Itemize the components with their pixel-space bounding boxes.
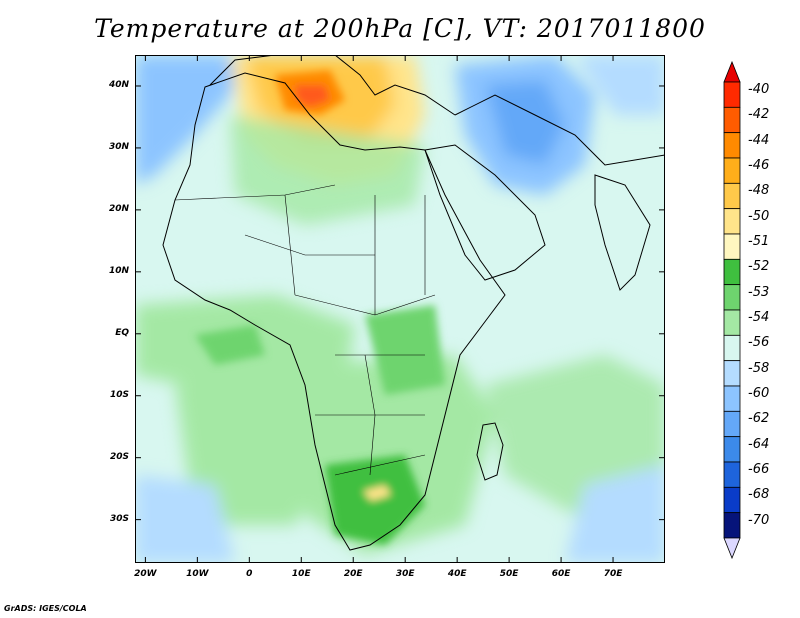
colorbar-label: -60 xyxy=(748,386,770,401)
colorbar-box xyxy=(723,182,741,210)
x-tick-label: 70E xyxy=(603,569,623,579)
colorbar-box xyxy=(723,233,741,260)
map-title: Temperature at 200hPa [C], VT: 201701180… xyxy=(94,14,706,43)
madagascar-coastline xyxy=(476,422,504,481)
colorbar-label: -42 xyxy=(748,107,770,123)
blue-region-south-atlantic xyxy=(135,475,235,563)
colorbar-label: -40 xyxy=(748,82,770,97)
darker-green-congo xyxy=(365,305,445,395)
colorbar-label: -53 xyxy=(748,284,770,300)
x-tick-label: 20E xyxy=(343,569,363,579)
colorbar-label: -62 xyxy=(748,411,770,427)
arabia-coastline xyxy=(424,144,546,281)
colorbar-label: -66 xyxy=(748,462,770,477)
colorbar-label: -46 xyxy=(748,158,770,173)
europe-coastline xyxy=(209,55,456,116)
colorbar-label: -48 xyxy=(748,183,770,199)
colorbar-label: -51 xyxy=(748,234,770,249)
y-tick-label: 30N xyxy=(108,141,129,152)
africa-coastline xyxy=(162,72,506,551)
warm-spot-south-africa xyxy=(363,485,391,501)
colorbar-label: -70 xyxy=(748,512,770,528)
y-tick-label: 30S xyxy=(109,513,129,524)
colorbar-box xyxy=(723,106,741,134)
hot-peak-mediterranean xyxy=(295,85,330,107)
x-tick-label: 0 xyxy=(246,569,253,579)
blue-region-southeast xyxy=(565,465,665,563)
colorbar-label: -50 xyxy=(748,208,770,224)
colorbar-box xyxy=(723,486,741,514)
x-tick-label: 50E xyxy=(499,569,519,579)
x-tick-label: 20W xyxy=(134,569,157,579)
asia-coastline xyxy=(454,94,665,166)
india-coastline xyxy=(594,174,651,291)
x-tick-label: 60E xyxy=(551,569,571,579)
darker-green-south-africa xyxy=(325,455,425,545)
x-tick-label: 40E xyxy=(447,569,467,579)
colorbar-bottom-arrow xyxy=(723,537,741,560)
y-tick-label: 20N xyxy=(108,203,129,214)
colorbar-box xyxy=(723,410,741,438)
colorbar-box xyxy=(723,258,741,286)
colorbar-label: -54 xyxy=(748,310,770,325)
temperature-map xyxy=(135,55,665,563)
y-tick-label: 20S xyxy=(109,451,129,462)
colorbar-box xyxy=(723,334,741,362)
green-indian-ocean xyxy=(485,355,665,515)
colorbar-box xyxy=(723,309,741,336)
axis-ticks xyxy=(135,55,665,563)
colorbar-boxes xyxy=(723,60,741,560)
coldest-region-iran xyxy=(485,80,565,165)
colorbar-box xyxy=(723,284,741,311)
y-tick-label: 10S xyxy=(109,389,129,400)
y-tick-label: 10N xyxy=(108,265,129,276)
colorbar-box xyxy=(723,436,741,463)
colorbar-label: -44 xyxy=(748,132,770,148)
y-tick-label: 40N xyxy=(108,79,129,90)
colorbar-label: -64 xyxy=(748,436,770,452)
x-tick-label: 10E xyxy=(291,569,311,579)
colorbar-label: -52 xyxy=(748,259,770,275)
colorbar-box xyxy=(723,461,741,488)
colorbar-top-arrow xyxy=(723,60,741,83)
coastlines xyxy=(162,55,665,551)
x-tick-label: 10W xyxy=(186,569,209,579)
colorbar-box xyxy=(723,360,741,387)
colorbar-box xyxy=(723,208,741,235)
colorbar xyxy=(723,60,741,560)
colorbar-box xyxy=(723,512,741,539)
footer-credit: GrADS: IGES/COLA xyxy=(4,604,87,613)
colorbar-label: -58 xyxy=(748,360,770,376)
internal-borders xyxy=(174,184,436,476)
colorbar-label: -68 xyxy=(748,487,770,503)
cold-region-northwest xyxy=(135,55,245,185)
ocean-blue-northeast xyxy=(575,55,665,115)
y-tick-label: EQ xyxy=(115,327,129,338)
colorbar-label: -56 xyxy=(748,335,770,351)
x-tick-label: 30E xyxy=(395,569,415,579)
colorbar-box xyxy=(723,157,741,184)
green-north-africa xyxy=(230,115,425,225)
darker-green-west-africa xyxy=(195,325,265,365)
colorbar-box xyxy=(723,81,741,108)
colorbar-box xyxy=(723,385,741,412)
map-frame xyxy=(135,55,665,563)
colorbar-box xyxy=(723,132,741,159)
